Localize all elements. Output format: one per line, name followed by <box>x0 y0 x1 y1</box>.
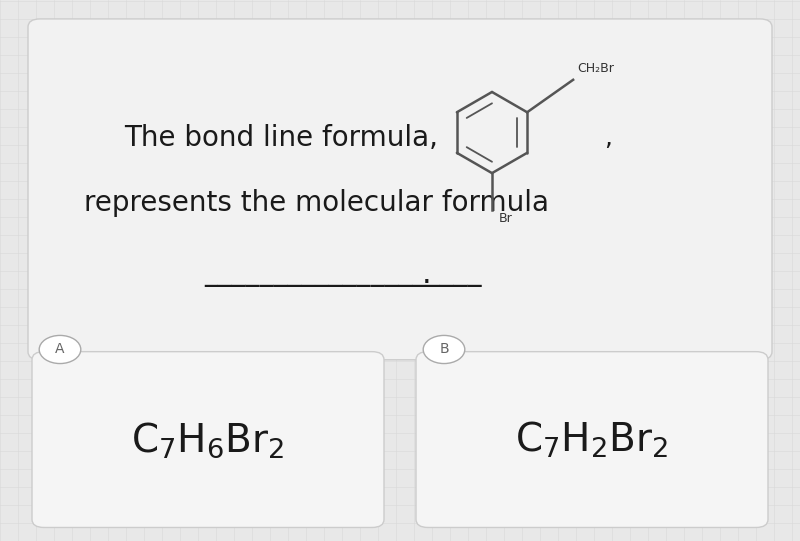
Text: CH₂Br: CH₂Br <box>577 62 614 75</box>
Text: B: B <box>439 342 449 357</box>
Circle shape <box>423 335 465 364</box>
Text: ____________________: ____________________ <box>204 259 482 287</box>
Text: A: A <box>55 342 65 357</box>
Text: Br: Br <box>498 212 512 225</box>
Text: .: . <box>422 260 431 289</box>
Text: $\mathdefault{C_7H_2Br_2}$: $\mathdefault{C_7H_2Br_2}$ <box>515 420 669 460</box>
FancyBboxPatch shape <box>32 352 384 527</box>
FancyBboxPatch shape <box>416 352 768 527</box>
Text: ,: , <box>604 126 612 150</box>
Text: The bond line formula,: The bond line formula, <box>124 124 438 152</box>
Text: represents the molecular formula: represents the molecular formula <box>84 189 549 217</box>
Circle shape <box>39 335 81 364</box>
Text: $\mathdefault{C_7H_6Br_2}$: $\mathdefault{C_7H_6Br_2}$ <box>131 420 285 460</box>
FancyBboxPatch shape <box>28 19 772 360</box>
